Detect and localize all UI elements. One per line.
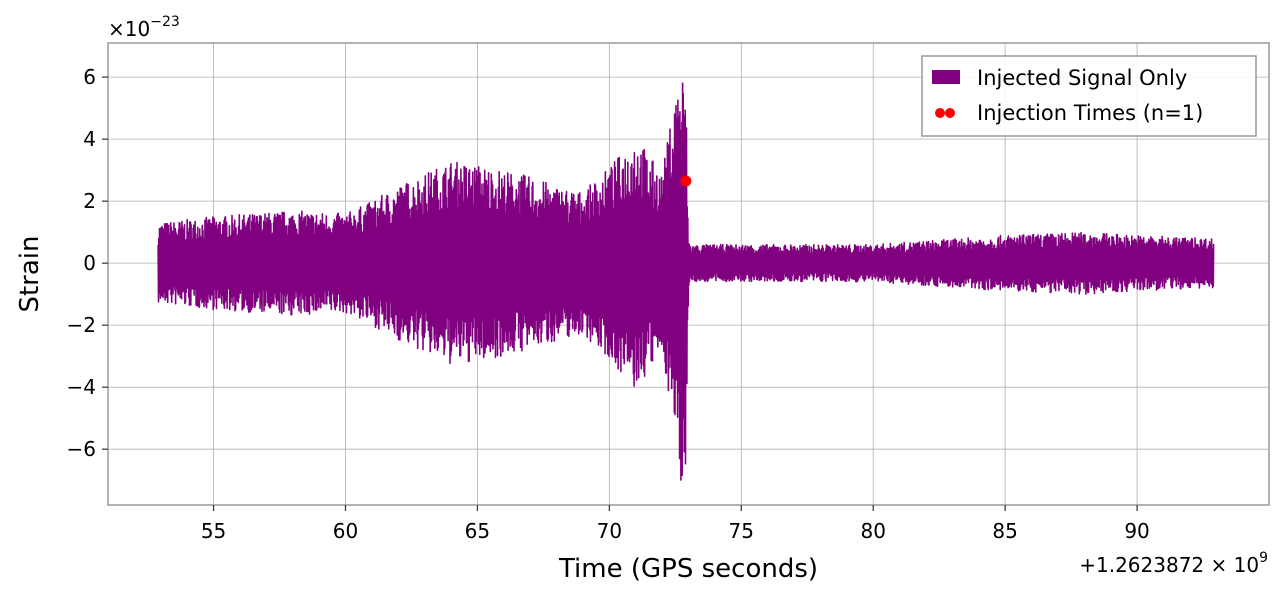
x-tick-label: 90 <box>1124 519 1149 543</box>
y-tick-label: 4 <box>83 127 96 151</box>
x-tick-label: 75 <box>729 519 754 543</box>
x-tick-label: 70 <box>597 519 622 543</box>
y-tick-label: −6 <box>67 437 96 461</box>
y-tick-label: −4 <box>67 375 96 399</box>
x-offset-factor: +1.2623872 × 109 <box>1079 550 1268 577</box>
signal-band <box>157 82 1215 481</box>
legend-marker-injection-times <box>945 108 955 118</box>
y-axis-ticks: −6 −4 −2 0 2 4 6 <box>67 65 108 461</box>
x-offset-exponent: 9 <box>1259 550 1268 566</box>
x-tick-label: 80 <box>860 519 885 543</box>
injection-points <box>680 175 692 187</box>
y-tick-label: 0 <box>83 251 96 275</box>
y-tick-label: −2 <box>67 313 96 337</box>
y-tick-label: 6 <box>83 65 96 89</box>
x-tick-label: 55 <box>201 519 226 543</box>
y-scale-factor: ×10−23 <box>108 14 180 41</box>
legend-swatch-injected-signal <box>932 70 960 84</box>
legend-box <box>921 55 1257 137</box>
y-axis-label: Strain <box>15 235 45 312</box>
legend-label-injection-times: Injection Times (n=1) <box>977 101 1203 125</box>
x-tick-label: 85 <box>992 519 1017 543</box>
y-tick-label: 2 <box>83 189 96 213</box>
x-tick-label: 65 <box>465 519 490 543</box>
legend: Injected Signal Only Injection Times (n=… <box>921 55 1257 137</box>
x-tick-label: 60 <box>333 519 358 543</box>
injection-point <box>680 175 692 187</box>
signal-core <box>158 154 1214 386</box>
x-axis-ticks: 55 60 65 70 75 80 85 90 <box>201 505 1150 543</box>
x-axis-label: Time (GPS seconds) <box>558 554 818 584</box>
plot-frame <box>107 42 1270 506</box>
y-scale-exponent: −23 <box>150 14 180 30</box>
legend-label-injected-signal: Injected Signal Only <box>977 66 1187 90</box>
legend-marker-injection-times <box>935 108 945 118</box>
